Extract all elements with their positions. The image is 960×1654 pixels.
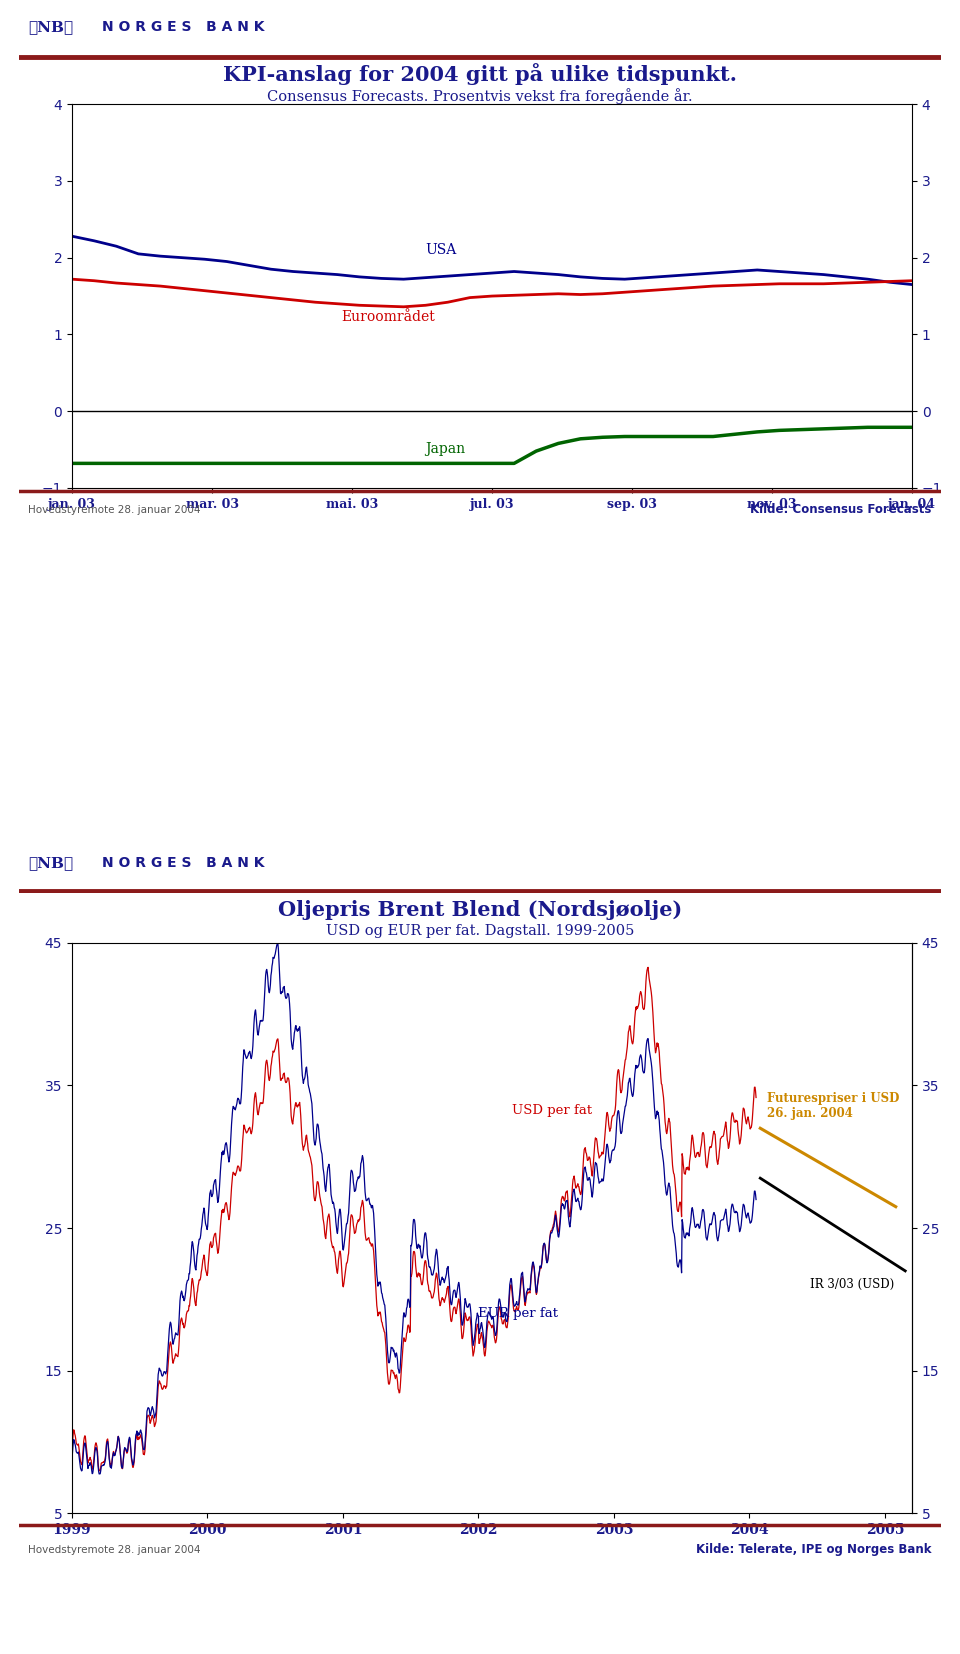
Text: Hovedstyremote 28. januar 2004: Hovedstyremote 28. januar 2004 [29, 504, 201, 514]
Text: USD og EUR per fat. Dagstall. 1999-2005: USD og EUR per fat. Dagstall. 1999-2005 [325, 925, 635, 938]
Text: USA: USA [424, 243, 456, 256]
Text: N O R G E S   B A N K: N O R G E S B A N K [102, 20, 265, 35]
Text: Kilde: Telerate, IPE og Norges Bank: Kilde: Telerate, IPE og Norges Bank [696, 1543, 931, 1556]
Text: ❦NB❧: ❦NB❧ [29, 857, 74, 870]
Text: Oljepris Brent Blend (Nordsjøolje): Oljepris Brent Blend (Nordsjøolje) [277, 900, 683, 920]
Text: Euroområdet: Euroområdet [341, 309, 435, 324]
Text: ❦NB❧: ❦NB❧ [29, 20, 74, 35]
Text: Kilde: Consensus Forecasts: Kilde: Consensus Forecasts [750, 503, 931, 516]
Text: EUR per fat: EUR per fat [478, 1307, 559, 1320]
Text: Hovedstyremote 28. januar 2004: Hovedstyremote 28. januar 2004 [29, 1545, 201, 1555]
Text: Consensus Forecasts. Prosentvis vekst fra foregående år.: Consensus Forecasts. Prosentvis vekst fr… [267, 88, 693, 104]
Text: N O R G E S   B A N K: N O R G E S B A N K [102, 857, 265, 870]
Text: USD per fat: USD per fat [513, 1103, 592, 1116]
Text: Japan: Japan [424, 442, 465, 457]
Text: KPI-anslag for 2004 gitt på ulike tidspunkt.: KPI-anslag for 2004 gitt på ulike tidspu… [223, 63, 737, 86]
Text: Futurespriser i USD
26. jan. 2004: Futurespriser i USD 26. jan. 2004 [767, 1092, 900, 1120]
Text: IR 3/03 (USD): IR 3/03 (USD) [810, 1279, 895, 1292]
